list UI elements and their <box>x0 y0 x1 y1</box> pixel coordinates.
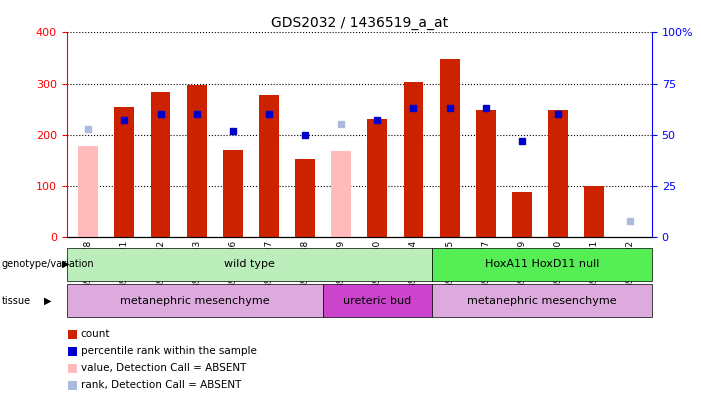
Text: rank, Detection Call = ABSENT: rank, Detection Call = ABSENT <box>81 380 241 390</box>
Bar <box>476 110 496 237</box>
Bar <box>151 92 170 237</box>
Bar <box>367 119 387 237</box>
Text: wild type: wild type <box>224 259 275 269</box>
Text: metanephric mesenchyme: metanephric mesenchyme <box>468 296 617 306</box>
Bar <box>186 85 207 237</box>
Text: count: count <box>81 329 110 339</box>
Text: ureteric bud: ureteric bud <box>343 296 411 306</box>
Bar <box>548 110 568 237</box>
Bar <box>259 95 279 237</box>
Bar <box>433 284 652 317</box>
Bar <box>332 151 351 237</box>
Bar <box>404 82 423 237</box>
Bar <box>433 248 652 281</box>
Bar <box>295 159 315 237</box>
Bar <box>79 146 98 237</box>
Text: value, Detection Call = ABSENT: value, Detection Call = ABSENT <box>81 363 246 373</box>
Text: tissue: tissue <box>1 296 31 305</box>
Text: percentile rank within the sample: percentile rank within the sample <box>81 346 257 356</box>
Bar <box>114 107 135 237</box>
Bar <box>67 248 433 281</box>
Text: genotype/variation: genotype/variation <box>1 259 94 269</box>
Text: ▶: ▶ <box>44 296 52 305</box>
Bar <box>223 150 243 237</box>
Text: ▶: ▶ <box>62 259 69 269</box>
Bar <box>440 59 460 237</box>
Text: HoxA11 HoxD11 null: HoxA11 HoxD11 null <box>485 259 599 269</box>
Title: GDS2032 / 1436519_a_at: GDS2032 / 1436519_a_at <box>271 16 448 30</box>
Bar <box>322 284 433 317</box>
Bar <box>67 284 322 317</box>
Bar <box>584 186 604 237</box>
Bar <box>512 192 532 237</box>
Text: metanephric mesenchyme: metanephric mesenchyme <box>120 296 269 306</box>
